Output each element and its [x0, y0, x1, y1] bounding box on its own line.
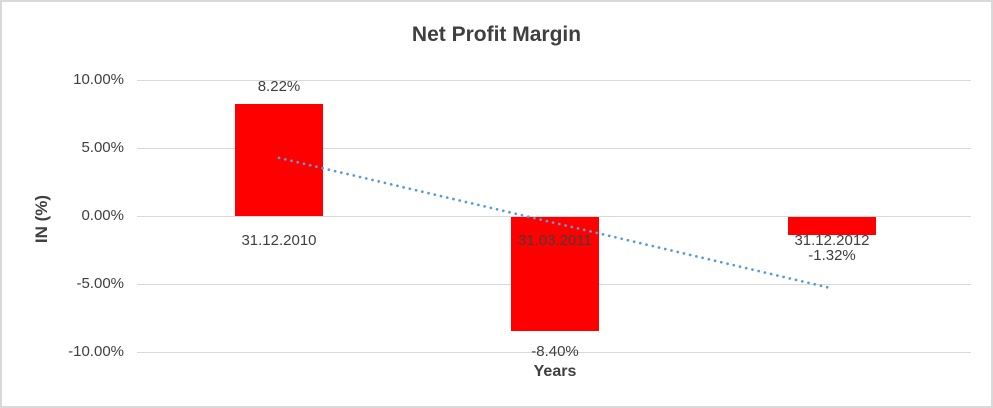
value-label: -8.40% — [531, 343, 579, 360]
x-axis-title: Years — [533, 363, 577, 380]
category-label: 31.12.2010 — [241, 232, 317, 249]
y-tick-label: -5.00% — [76, 275, 124, 292]
y-tick-label: -10.00% — [68, 343, 124, 360]
y-tick-label: 10.00% — [73, 71, 124, 88]
category-label: 31.03.2011 — [518, 232, 592, 249]
chart-title: Net Profit Margin — [411, 23, 582, 46]
value-label: 8.22% — [257, 78, 301, 95]
y-tick-label: 0.00% — [81, 207, 124, 224]
value-label: -1.32% — [808, 247, 856, 264]
gridline — [137, 148, 971, 149]
gridline — [137, 80, 971, 81]
bar-31.12.2010 — [235, 104, 323, 216]
gridline — [137, 352, 971, 353]
y-tick-label: 5.00% — [81, 139, 124, 156]
